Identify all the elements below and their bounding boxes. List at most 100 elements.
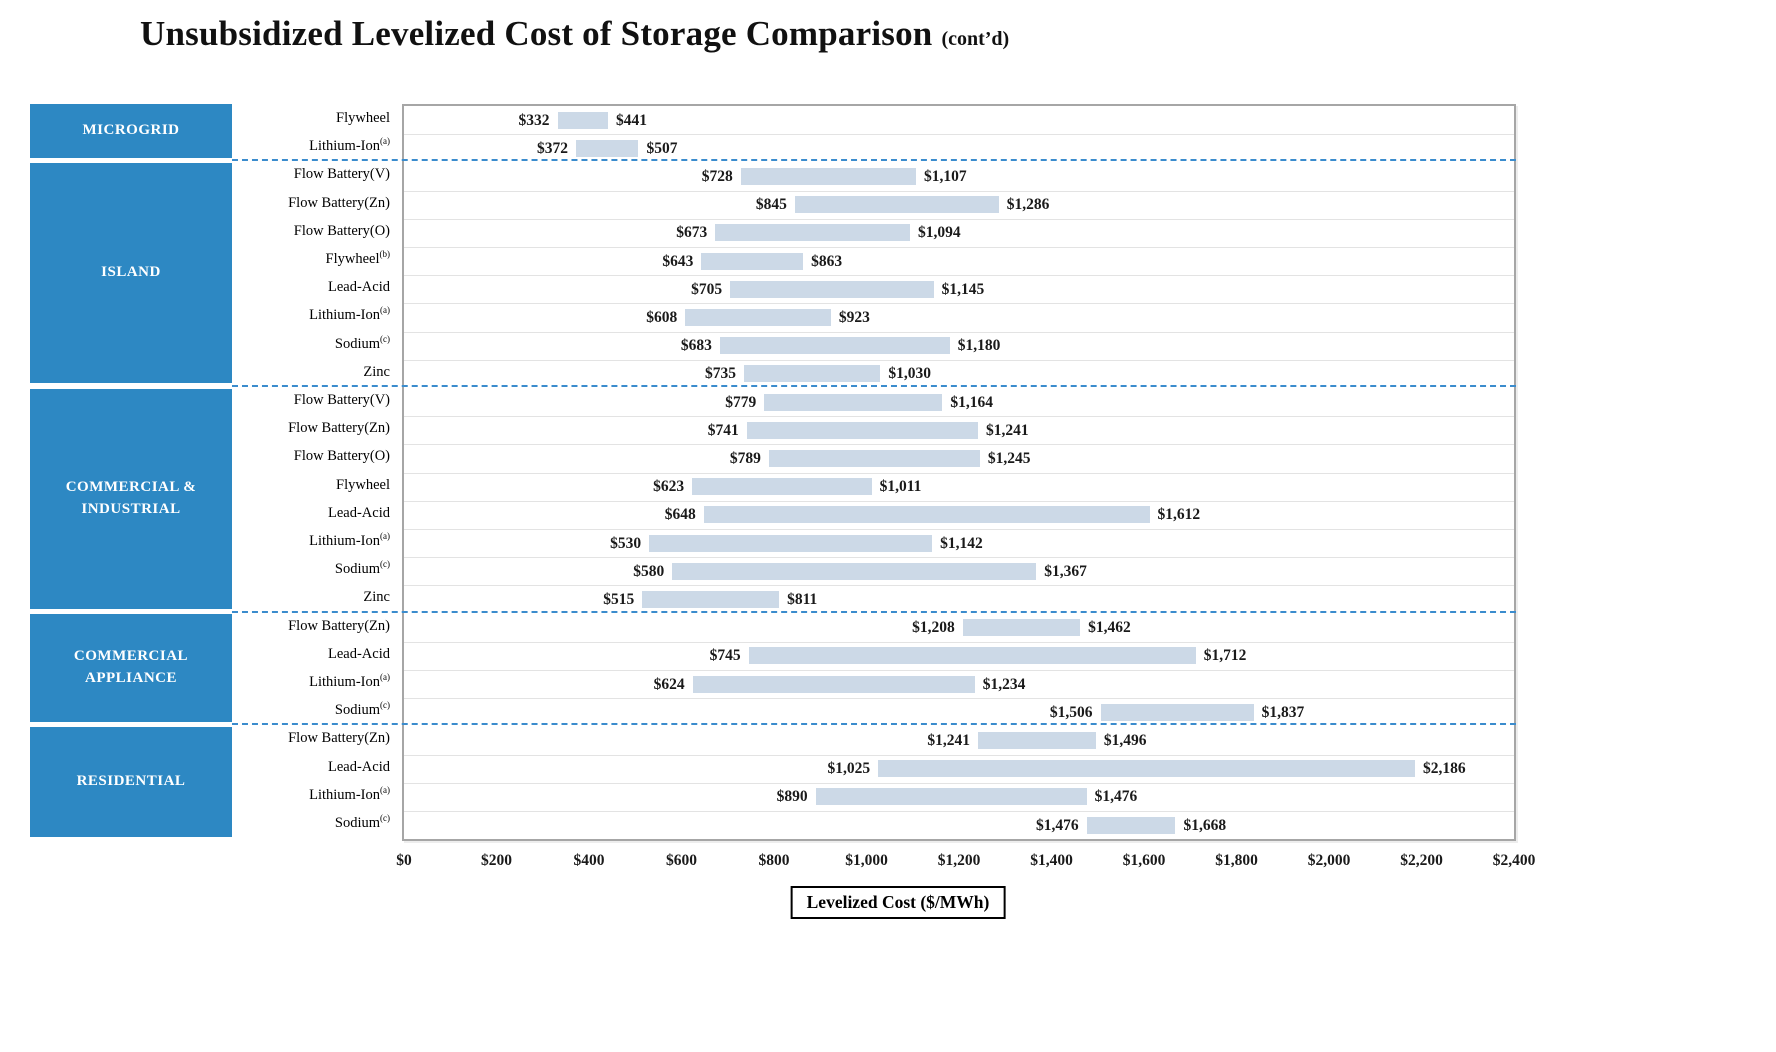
- max-value-label: $1,668: [1183, 816, 1227, 834]
- chart-title: Unsubsidized Levelized Cost of Storage C…: [140, 14, 933, 53]
- max-value-label: $1,180: [957, 337, 1001, 355]
- chart-subtitle: (cont’d): [941, 28, 1010, 50]
- max-value-label: $811: [787, 591, 818, 608]
- row-label: Lead-Acid: [328, 758, 390, 775]
- row-separator: [404, 500, 1514, 502]
- category-label: COMMERCIAL APPLIANCE: [73, 648, 189, 686]
- row-label: Flow Battery(V): [293, 392, 390, 408]
- max-value-label: $1,496: [1103, 732, 1147, 749]
- min-value-label: $1,506: [1049, 703, 1093, 721]
- min-value-label: $789: [729, 450, 761, 467]
- min-value-label: $1,025: [827, 760, 871, 778]
- range-bar: [746, 421, 978, 439]
- range-bar: [764, 393, 943, 411]
- range-bar: [576, 139, 639, 157]
- group-separator: [232, 610, 1516, 613]
- min-value-label: $332: [518, 111, 550, 129]
- range-bar: [1100, 703, 1254, 721]
- min-value-label: $845: [755, 196, 787, 214]
- row-label: Flywheel: [336, 110, 390, 126]
- range-bar: [649, 534, 933, 552]
- x-tick-label: $200: [481, 852, 512, 869]
- range-bar: [794, 196, 999, 214]
- min-value-label: $648: [664, 506, 696, 524]
- row-separator: [404, 359, 1514, 361]
- row-label: Flywheel: [336, 476, 390, 493]
- max-value-label: $1,476: [1094, 788, 1138, 806]
- max-value-label: $1,837: [1261, 703, 1305, 721]
- category-label: MICROGRID: [82, 122, 180, 139]
- chart-title-wrap: Unsubsidized Levelized Cost of Storage C…: [140, 14, 1009, 54]
- x-tick-label: $1,800: [1215, 852, 1258, 869]
- max-value-label: $507: [646, 139, 678, 157]
- x-tick-label: $600: [666, 852, 697, 869]
- min-value-label: $623: [653, 478, 685, 496]
- min-value-label: $530: [610, 534, 642, 552]
- row-label: Lithium-Ion(a): [309, 136, 390, 155]
- row-label: Lithium-Ion(a): [309, 784, 390, 803]
- x-tick-label: $1,000: [845, 852, 888, 869]
- min-value-label: $1,476: [1036, 816, 1079, 834]
- category-column: MICROGRID ISLAND COMMERCIAL & INDUSTRIAL CO…: [30, 104, 232, 838]
- row-label: Sodium(c): [334, 559, 390, 578]
- x-tick-label: $1,600: [1122, 852, 1166, 869]
- max-value-label: $1,234: [982, 675, 1026, 693]
- row-label: Lithium-Ion(a): [309, 305, 390, 324]
- footnote-marker: (a): [380, 672, 390, 683]
- row-separator: [404, 782, 1514, 784]
- chart-area: MICROGRID ISLAND COMMERCIAL & INDUSTRIAL CO…: [30, 104, 1550, 944]
- range-bar: [743, 365, 881, 383]
- row-label: Sodium(c): [334, 700, 390, 719]
- row-label: Flow Battery(Zn): [288, 730, 390, 747]
- row-label: Lead-Acid: [328, 279, 390, 296]
- row-separator: [404, 585, 1514, 587]
- row-label: Lithium-Ion(a): [309, 672, 390, 690]
- max-value-label: $863: [811, 252, 843, 270]
- max-value-label: $1,164: [950, 393, 993, 411]
- min-value-label: $779: [725, 393, 757, 411]
- x-tick-label: $400: [573, 852, 605, 869]
- row-label: Sodium(c): [334, 813, 390, 831]
- footnote-marker: (c): [380, 559, 390, 570]
- row-separator: [404, 134, 1514, 136]
- footnote-marker: (a): [380, 136, 390, 147]
- max-value-label: $923: [838, 309, 870, 326]
- row-separator: [404, 698, 1514, 700]
- range-bar: [748, 647, 1196, 665]
- group-separator: [232, 385, 1516, 387]
- min-value-label: $735: [704, 365, 736, 383]
- footnote-marker: (c): [380, 813, 390, 824]
- min-value-label: $624: [653, 675, 685, 693]
- min-value-label: $643: [662, 252, 694, 270]
- footnote-marker: (a): [380, 784, 390, 795]
- range-bar: [642, 591, 780, 608]
- range-bar: [692, 478, 872, 496]
- max-value-label: $1,612: [1157, 506, 1201, 524]
- row-separator: [404, 416, 1514, 418]
- footnote-marker: (c): [380, 333, 390, 344]
- plot-area: $332 $441 $372 $507 $728 $1,107 $845 $1,286 $673…: [402, 104, 1516, 841]
- max-value-label: $1,367: [1044, 562, 1087, 580]
- range-bar: [672, 562, 1037, 580]
- row-label: Lead-Acid: [328, 645, 390, 662]
- min-value-label: $580: [633, 562, 665, 580]
- x-tick-label: $2,400: [1492, 852, 1536, 869]
- range-bar: [715, 224, 910, 242]
- range-bar: [692, 675, 975, 693]
- row-label: Flow Battery(Zn): [288, 420, 390, 437]
- group-separator: [232, 159, 1516, 162]
- row-separator: [404, 529, 1514, 530]
- min-value-label: $890: [776, 788, 808, 806]
- range-bar: [878, 760, 1416, 778]
- max-value-label: $1,712: [1203, 647, 1247, 665]
- row-separator: [404, 218, 1514, 220]
- max-value-label: $1,030: [888, 365, 931, 383]
- x-tick-label: $0: [396, 852, 412, 869]
- row-separator: [404, 331, 1514, 333]
- min-value-label: $728: [701, 168, 733, 185]
- row-label: Flywheel(b): [325, 249, 390, 267]
- row-separator: [404, 190, 1514, 192]
- max-value-label: $1,245: [987, 450, 1031, 467]
- range-bar: [730, 280, 934, 298]
